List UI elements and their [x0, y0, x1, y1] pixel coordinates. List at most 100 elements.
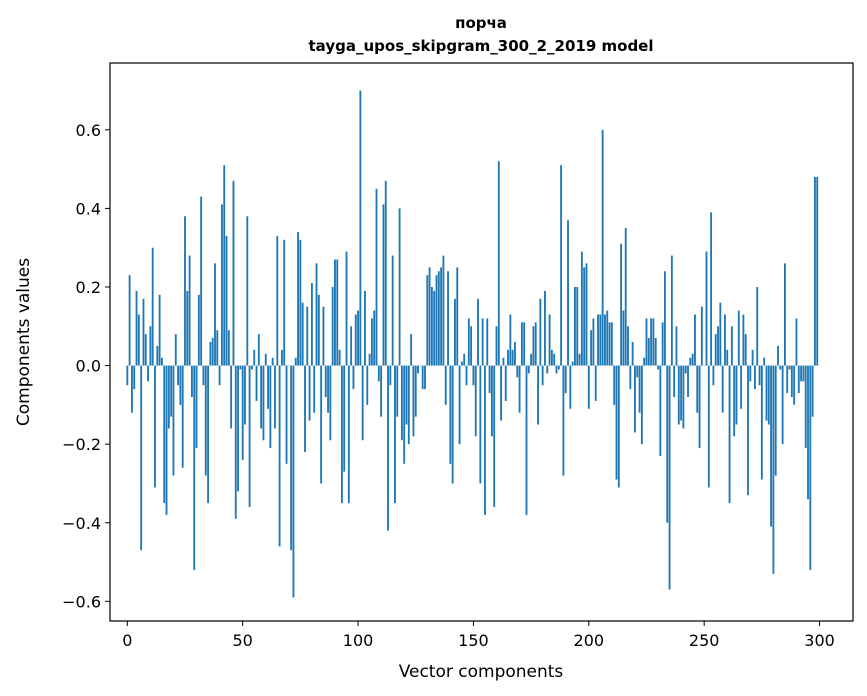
x-tick-label: 0 — [122, 631, 132, 650]
y-tick-label: 0.2 — [76, 278, 101, 297]
bar-164 — [504, 365, 507, 401]
bar-152 — [477, 298, 479, 366]
bar-162 — [500, 365, 503, 421]
bar-90 — [334, 259, 336, 366]
bar-111 — [382, 204, 385, 366]
bar-240 — [680, 365, 683, 421]
bar-163 — [502, 357, 505, 366]
bar-199 — [585, 263, 588, 366]
x-tick-label: 300 — [804, 631, 835, 650]
bar-200 — [587, 365, 590, 409]
bar-259 — [724, 314, 726, 366]
bar-125 — [414, 365, 417, 417]
bar-115 — [391, 255, 394, 366]
bar-57 — [257, 334, 260, 366]
bar-30 — [195, 365, 198, 449]
bar-50 — [241, 365, 244, 460]
bar-18 — [167, 365, 170, 429]
bar-59 — [262, 365, 265, 441]
bar-197 — [580, 251, 583, 366]
bar-85 — [322, 306, 325, 366]
bar-32 — [200, 196, 203, 366]
bar-167 — [511, 349, 514, 366]
bar-160 — [495, 326, 498, 366]
bar-253 — [710, 212, 713, 366]
bar-0 — [126, 365, 129, 386]
bar-92 — [338, 349, 341, 366]
bar-265 — [737, 310, 740, 366]
bar-62 — [269, 365, 272, 449]
bar-40 — [218, 365, 221, 386]
bar-298 — [814, 176, 816, 366]
bar-166 — [509, 314, 512, 366]
bar-202 — [592, 318, 595, 366]
bar-175 — [530, 353, 533, 366]
bar-134 — [435, 275, 438, 366]
bar-55 — [253, 349, 256, 366]
bar-251 — [705, 251, 708, 366]
bar-103 — [364, 290, 366, 366]
bar-222 — [638, 365, 641, 413]
bar-249 — [700, 306, 703, 366]
bar-176 — [532, 326, 535, 366]
bar-20 — [172, 365, 175, 476]
bar-198 — [583, 267, 586, 366]
bar-231 — [659, 365, 662, 456]
bar-141 — [451, 365, 454, 484]
y-tick-label: −0.6 — [62, 592, 101, 611]
bar-67 — [280, 349, 283, 366]
bar-283 — [779, 365, 782, 370]
bar-279 — [770, 365, 773, 527]
bar-149 — [470, 326, 473, 366]
bar-237 — [673, 365, 676, 398]
bar-262 — [730, 326, 733, 366]
bar-84 — [320, 365, 323, 484]
bar-179 — [539, 298, 542, 366]
bar-221 — [636, 365, 639, 378]
bar-3 — [133, 365, 136, 390]
bar-242 — [684, 365, 687, 374]
bar-211 — [613, 365, 616, 405]
bar-105 — [368, 353, 371, 366]
bar-297 — [811, 365, 814, 417]
bar-10 — [149, 326, 152, 366]
bar-273 — [756, 286, 759, 366]
bar-61 — [267, 365, 269, 409]
bar-110 — [380, 365, 383, 417]
bar-185 — [553, 353, 556, 366]
bar-210 — [610, 322, 613, 366]
x-tick-label: 200 — [574, 631, 605, 650]
bar-171 — [520, 322, 523, 366]
bar-183 — [548, 314, 551, 366]
bar-91 — [336, 259, 339, 366]
bar-150 — [472, 365, 475, 386]
bar-126 — [417, 365, 419, 374]
bar-87 — [327, 365, 329, 413]
bar-series — [126, 90, 819, 598]
bar-113 — [387, 365, 389, 531]
bar-6 — [140, 365, 143, 551]
bar-43 — [225, 235, 228, 366]
bar-51 — [244, 365, 246, 425]
bar-165 — [507, 349, 509, 366]
bar-220 — [634, 365, 636, 433]
bar-270 — [749, 365, 752, 382]
bar-74 — [297, 231, 299, 366]
bar-267 — [742, 314, 745, 366]
bar-96 — [347, 365, 350, 504]
bar-244 — [689, 357, 692, 366]
bar-114 — [389, 365, 392, 386]
bar-214 — [620, 243, 623, 366]
bar-281 — [774, 365, 777, 476]
bar-215 — [622, 310, 625, 366]
bar-288 — [790, 365, 793, 398]
bar-252 — [707, 365, 710, 488]
bar-27 — [188, 255, 191, 366]
bar-299 — [816, 176, 819, 366]
bar-189 — [562, 365, 565, 476]
bar-170 — [518, 365, 521, 413]
bar-101 — [359, 90, 362, 366]
bar-280 — [772, 365, 775, 574]
bar-118 — [398, 208, 401, 366]
bar-39 — [216, 330, 219, 366]
